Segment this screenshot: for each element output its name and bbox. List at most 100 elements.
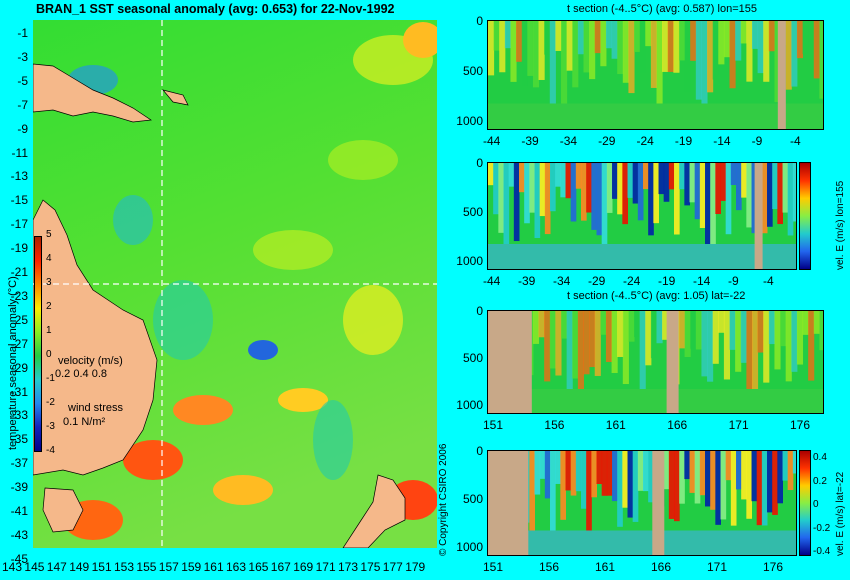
section-cell (627, 163, 634, 198)
velocity-colorbar-tick: 0 (813, 499, 819, 510)
section-cell (658, 163, 665, 195)
section-cell (594, 311, 601, 376)
section-cell (674, 163, 680, 235)
panel-x-tick: -39 (518, 274, 536, 288)
section-cell (768, 21, 775, 52)
section-cell (712, 311, 719, 364)
section-cell (705, 451, 711, 507)
panel-title: t section (-4..5°C) (avg: 0.587) lon=155 (567, 3, 757, 15)
section-cell (648, 451, 654, 503)
section-cell (701, 311, 708, 377)
panel-y-tick: 500 (462, 205, 483, 219)
section-cell (701, 21, 708, 105)
section-cell (611, 21, 618, 59)
section-cell (612, 451, 618, 502)
section-cell (538, 21, 545, 80)
section-cell (605, 21, 613, 49)
section-cell (643, 163, 649, 190)
section-cell (695, 311, 702, 350)
section-cell (725, 451, 732, 481)
section-panel[interactable] (487, 310, 824, 414)
section-cell (632, 163, 639, 204)
section-cell (650, 311, 657, 359)
map-y-tick-label: -35 (10, 432, 28, 447)
map-y-tick-label: -1 (17, 26, 28, 40)
deep-layer (488, 389, 823, 413)
section-cell (663, 163, 670, 202)
map-colorbar-tick: -2 (46, 397, 55, 408)
deep-layer (488, 244, 796, 269)
section-cell (684, 451, 690, 480)
panel-y-tick: 500 (462, 64, 483, 78)
panel-x-tick: -29 (598, 134, 616, 148)
map-x-tick-label: 159 (181, 560, 202, 574)
section-cell (673, 21, 680, 73)
map-x-tick-label: 173 (338, 560, 359, 574)
section-cell (667, 21, 674, 72)
section-cell (606, 163, 613, 213)
panel-y-tick: 500 (462, 351, 483, 365)
section-cell (596, 163, 603, 236)
map-y-tick-label: -43 (10, 527, 28, 542)
section-cell (534, 451, 541, 495)
panel-y-tick: 1000 (456, 398, 483, 412)
sst-anomaly-map[interactable] (33, 20, 437, 548)
section-cell (493, 163, 499, 215)
section-cell (656, 311, 663, 344)
section-cell (622, 163, 628, 225)
section-cell (662, 311, 669, 340)
section-cell (544, 311, 551, 382)
section-cell (735, 21, 742, 61)
section-cell (663, 451, 670, 490)
panel-x-tick: -44 (483, 134, 501, 148)
section-cell (796, 21, 804, 59)
map-y-tick-label: -15 (10, 193, 28, 208)
section-cell (792, 163, 796, 222)
map-y-tick-label: -7 (17, 97, 28, 112)
section-cell (529, 163, 535, 213)
section-cell (684, 163, 690, 206)
section-cell (707, 311, 714, 382)
section-cell (617, 451, 623, 527)
section-cell (730, 163, 737, 186)
section-cell (566, 311, 573, 393)
section-panel[interactable] (487, 162, 797, 270)
section-cell (730, 451, 737, 526)
map-y-tick-label: -11 (11, 145, 28, 160)
map-y-tick-label: -9 (17, 121, 28, 136)
section-cell (575, 451, 582, 492)
map-colorbar-tick: 0 (46, 349, 52, 360)
panel-x-tick: 156 (544, 418, 565, 432)
section-cell (508, 163, 515, 187)
land-mask (777, 21, 786, 129)
section-cell (715, 451, 721, 525)
section-cell (819, 311, 823, 351)
map-colorbar-tick: -4 (46, 445, 55, 456)
section-cell (761, 451, 768, 526)
section-cell (555, 21, 562, 51)
map-x-tick-label: 163 (226, 560, 247, 574)
section-plot (488, 451, 796, 555)
panel-x-tick: -14 (693, 274, 711, 288)
section-cell (813, 21, 820, 79)
section-cell (606, 451, 613, 496)
section-panel[interactable] (487, 20, 824, 130)
section-cell (802, 21, 809, 55)
section-cell (532, 311, 540, 344)
section-cell (678, 311, 686, 349)
section-cell (746, 451, 752, 519)
section-cell (637, 451, 644, 491)
section-cell (572, 311, 579, 379)
map-x-tick-label: 161 (203, 560, 224, 574)
map-colorbar-tick: 3 (46, 277, 52, 288)
land-mask (754, 163, 763, 269)
section-cell (600, 21, 607, 67)
map-y-tick-label: -31 (10, 384, 28, 399)
panel-x-tick: -44 (483, 274, 501, 288)
section-cell (757, 21, 764, 74)
map-y-tick-label: -23 (10, 288, 28, 303)
section-cell (725, 163, 732, 235)
section-cell (694, 163, 701, 220)
section-panel[interactable] (487, 450, 797, 556)
section-cell (791, 311, 798, 372)
